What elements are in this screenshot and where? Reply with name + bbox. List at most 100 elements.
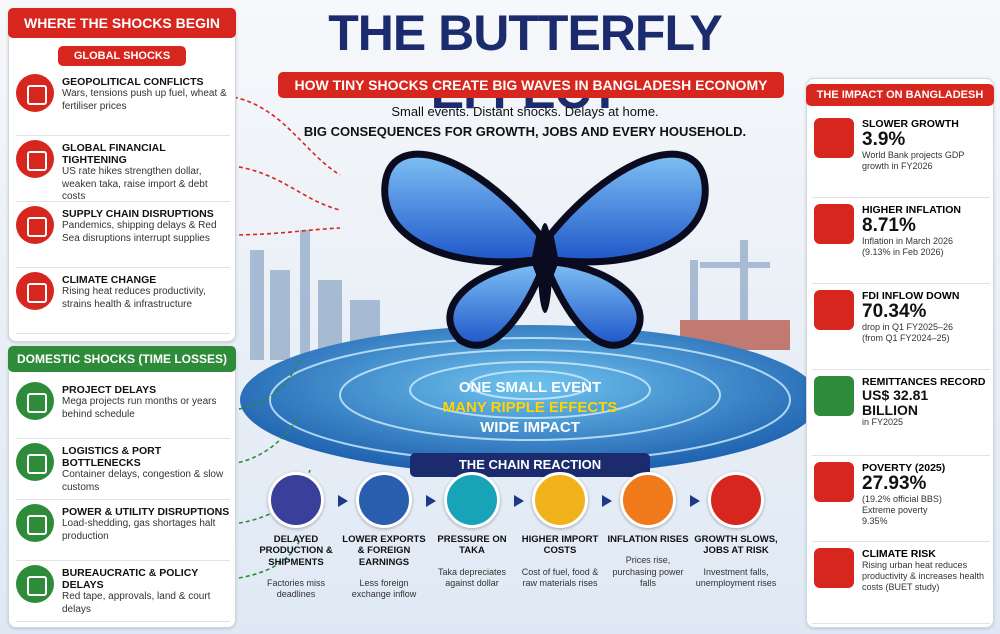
step-title: LOWER EXPORTS & FOREIGN EARNINGS — [342, 534, 426, 568]
shock-item: BUREAUCRATIC & POLICY DELAYS Red tape, ap… — [16, 561, 230, 622]
main-title: THE BUTTERFLY EFFECT — [328, 5, 723, 119]
chain-step: LOWER EXPORTS & FOREIGN EARNINGS Less for… — [342, 472, 426, 601]
arrows-global — [219, 94, 341, 236]
shock-title: POWER & UTILITY DISRUPTIONS — [62, 506, 230, 518]
impact-text: FDI INFLOW DOWN 70.34% drop in Q1 FY2025–2… — [862, 290, 988, 363]
impact-note: drop in Q1 FY2025–26 — [862, 321, 954, 332]
impact-title: CLIMATE RISK — [862, 548, 936, 560]
impact-value: 27.93% — [862, 473, 927, 494]
impact-item: SLOWER GROWTH 3.9% World Bank projects GDP… — [812, 112, 990, 198]
impact-note: Inflation in March 2026 — [862, 235, 954, 246]
step-icon — [532, 472, 588, 528]
shock-description: Wars, tensions push up fuel, wheat & fer… — [62, 88, 227, 112]
shock-text: PROJECT DELAYS Mega projects run months o… — [62, 382, 230, 421]
shock-description: Mega projects run months or years behind… — [62, 396, 217, 420]
step-icon — [620, 472, 676, 528]
step-description: Investment falls, unemployment rises — [695, 566, 777, 589]
impact-title: THE IMPACT ON BANGLADESH — [806, 84, 994, 106]
step-description: Prices rise, purchasing power falls — [612, 555, 684, 588]
impact-title: REMITTANCES RECORD — [862, 376, 986, 388]
shock-item: PROJECT DELAYS Mega projects run months o… — [16, 378, 230, 439]
chain-step: INFLATION RISES Prices rise, purchasing p… — [606, 472, 690, 589]
step-description: Cost of fuel, food & raw materials rises — [521, 566, 599, 589]
step-description: Factories miss deadlines — [266, 578, 325, 600]
impact-value: 70.34% — [862, 301, 927, 322]
impact-note: World Bank projects GDP growth in FY2026 — [862, 149, 965, 171]
impact-value: US$ 32.81 BILLION — [862, 387, 929, 418]
shock-text: LOGISTICS & PORT BOTTLENECKS Container de… — [62, 443, 230, 494]
step-title: PRESSURE ON TAKA — [437, 534, 507, 557]
subtitle: HOW TINY SHOCKS CREATE BIG WAVES IN BANG… — [278, 72, 784, 98]
center-line: MANY RIPPLE EFFECTS — [442, 399, 618, 416]
tagline-strong: BIG CONSEQUENCES FOR GROWTH, JOBS AND EV… — [303, 124, 747, 139]
shock-title: SUPPLY CHAIN DISRUPTIONS — [62, 208, 214, 220]
butterfly — [381, 150, 709, 349]
impact-item: HIGHER INFLATION 8.71% Inflation in March … — [812, 198, 990, 284]
shock-description: US rate hikes strengthen dollar, weaken … — [62, 166, 208, 202]
shock-icon — [16, 140, 54, 178]
domestic-list: PROJECT DELAYS Mega projects run months o… — [16, 378, 230, 622]
shock-icon — [16, 272, 54, 310]
shock-description: Load-shedding, gas shortages halt produc… — [62, 518, 216, 542]
shock-title: GLOBAL FINANCIAL TIGHTENING — [62, 142, 166, 166]
domestic-title: DOMESTIC SHOCKS (TIME LOSSES) — [8, 346, 236, 372]
shock-item: CLIMATE CHANGE Rising heat reduces produc… — [16, 268, 230, 334]
step-description: Taka depreciates against dollar — [437, 566, 507, 589]
step-title: INFLATION RISES — [607, 534, 689, 545]
impact-icon — [814, 290, 854, 330]
center-line: WIDE IMPACT — [480, 419, 580, 436]
shock-title: LOGISTICS & PORT BOTTLENECKS — [62, 445, 162, 469]
impact-note: 9.35% — [862, 515, 888, 526]
impact-value: 3.9% — [862, 129, 906, 150]
impact-title: HIGHER INFLATION — [862, 204, 961, 216]
impact-item: FDI INFLOW DOWN 70.34% drop in Q1 FY2025–2… — [812, 284, 990, 370]
shock-item: POWER & UTILITY DISRUPTIONS Load-shedding… — [16, 500, 230, 561]
impact-text: HIGHER INFLATION 8.71% Inflation in March … — [862, 204, 988, 277]
global-title: GLOBAL SHOCKS — [58, 46, 186, 66]
step-title: GROWTH SLOWS, JOBS AT RISK — [694, 534, 778, 557]
shock-text: GEOPOLITICAL CONFLICTS Wars, tensions pus… — [62, 74, 230, 113]
chain-step: DELAYED PRODUCTION & SHIPMENTS Factories … — [254, 472, 338, 601]
shock-text: POWER & UTILITY DISRUPTIONS Load-shedding… — [62, 504, 230, 543]
shock-title: PROJECT DELAYS — [62, 384, 157, 396]
step-title: DELAYED PRODUCTION & SHIPMENTS — [259, 534, 333, 568]
chain-step: HIGHER IMPORT COSTS Cost of fuel, food & … — [518, 472, 602, 589]
impact-icon — [814, 462, 854, 502]
impact-text: SLOWER GROWTH 3.9% World Bank projects GDP… — [862, 118, 988, 191]
center-line: ONE SMALL EVENT — [458, 379, 602, 396]
shock-text: SUPPLY CHAIN DISRUPTIONS Pandemics, shipp… — [62, 206, 230, 245]
impact-note: Extreme poverty — [862, 504, 928, 515]
shock-title: GEOPOLITICAL CONFLICTS — [62, 76, 204, 88]
left-title: WHERE THE SHOCKS BEGIN — [8, 8, 236, 38]
impact-note: (19.2% official BBS) — [862, 493, 942, 504]
impact-icon — [814, 118, 854, 158]
shock-text: GLOBAL FINANCIAL TIGHTENING US rate hikes… — [62, 140, 230, 204]
shock-text: BUREAUCRATIC & POLICY DELAYS Red tape, ap… — [62, 565, 230, 616]
shock-item: GLOBAL FINANCIAL TIGHTENING US rate hikes… — [16, 136, 230, 202]
impact-note: (9.13% in Feb 2026) — [862, 246, 944, 257]
impact-title: SLOWER GROWTH — [862, 118, 959, 130]
impact-icon — [814, 548, 854, 588]
global-list: GEOPOLITICAL CONFLICTS Wars, tensions pus… — [16, 70, 230, 334]
impact-icon — [814, 204, 854, 244]
impact-list: SLOWER GROWTH 3.9% World Bank projects GDP… — [812, 112, 990, 624]
shock-description: Container delays, congestion & slow cust… — [62, 469, 224, 493]
impact-panel — [806, 78, 994, 628]
impact-note: (from Q1 FY2024–25) — [862, 332, 950, 343]
shock-item: GEOPOLITICAL CONFLICTS Wars, tensions pus… — [16, 70, 230, 136]
shock-icon — [16, 206, 54, 244]
chain-title: THE CHAIN REACTION — [410, 453, 650, 477]
step-title: HIGHER IMPORT COSTS — [521, 534, 599, 557]
shock-icon — [16, 443, 54, 481]
impact-text: CLIMATE RISK Rising urban heat reduces pr… — [862, 548, 988, 617]
impact-icon — [814, 376, 854, 416]
chain-arrows — [338, 495, 700, 507]
center-message: ONE SMALL EVENT MANY RIPPLE EFFECTS WIDE… — [420, 378, 640, 438]
impact-text: POVERTY (2025) 27.93% (19.2% official BBS)… — [862, 462, 988, 535]
shock-title: BUREAUCRATIC & POLICY DELAYS — [62, 567, 199, 591]
tagline: Small events. Distant shocks. Delays at … — [391, 104, 659, 119]
shock-icon — [16, 565, 54, 603]
shock-description: Pandemics, shipping delays & Red Sea dis… — [62, 220, 217, 244]
